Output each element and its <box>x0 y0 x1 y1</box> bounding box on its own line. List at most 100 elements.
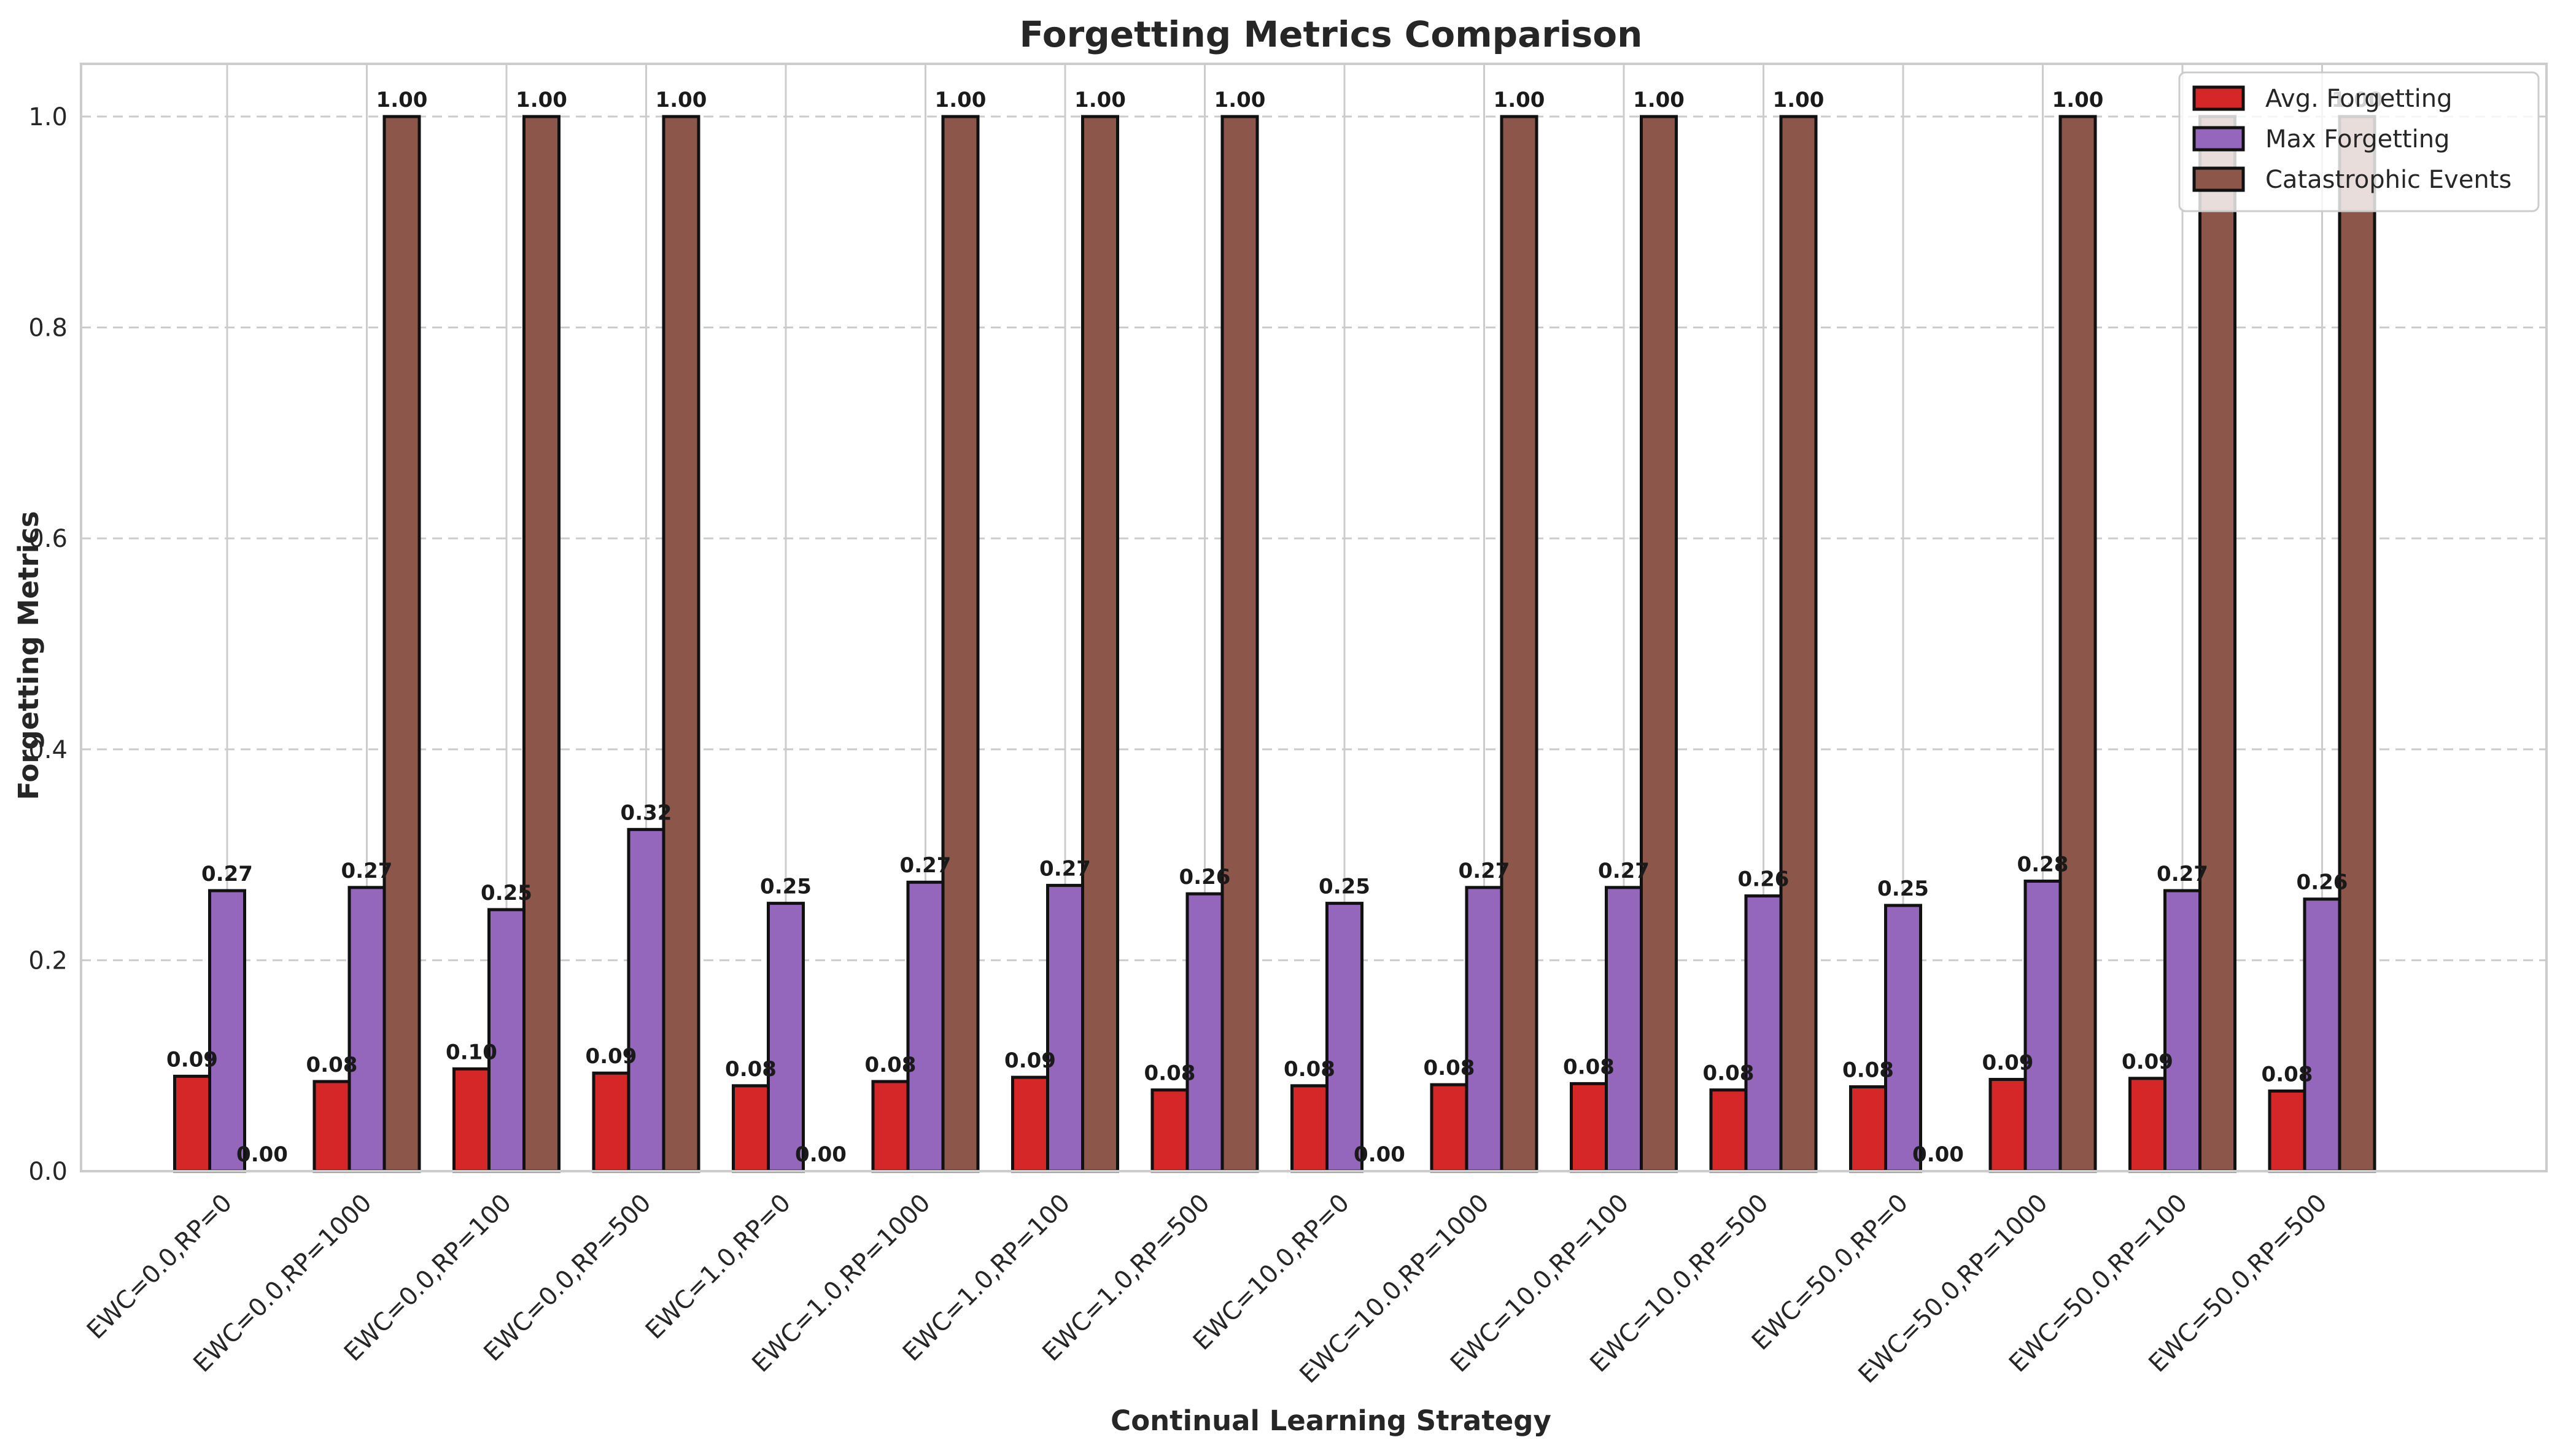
data-label: 0.09 <box>166 1047 218 1072</box>
bar <box>941 115 980 1173</box>
bar <box>732 1084 770 1173</box>
legend-label: Catastrophic Events <box>2265 166 2512 194</box>
bar <box>522 115 560 1173</box>
bar <box>382 115 421 1173</box>
data-label: 0.26 <box>1738 867 1790 892</box>
data-label: 0.28 <box>2017 853 2069 877</box>
bar <box>1988 1078 2027 1173</box>
y-tick-label: 0.6 <box>28 525 68 553</box>
data-label: 0.25 <box>1319 875 1370 899</box>
data-label: 0.00 <box>795 1142 847 1167</box>
data-label: 0.08 <box>1284 1057 1335 1082</box>
data-label: 0.08 <box>306 1053 358 1077</box>
bar <box>1779 115 1818 1173</box>
data-label: 0.27 <box>341 859 393 883</box>
bar <box>2023 880 2062 1173</box>
bar <box>1081 115 1119 1173</box>
legend-box <box>2178 71 2540 212</box>
data-label: 1.00 <box>1633 88 1685 112</box>
bar <box>1640 115 1678 1173</box>
bar <box>208 889 246 1173</box>
data-label: 1.00 <box>1494 88 1545 112</box>
data-label: 0.27 <box>900 853 952 878</box>
bar <box>871 1080 910 1173</box>
legend-label: Avg. Forgetting <box>2265 85 2453 113</box>
bar <box>1465 886 1503 1173</box>
data-label: 0.10 <box>446 1040 497 1064</box>
data-label: 0.25 <box>1877 877 1929 901</box>
bar <box>1884 904 1922 1173</box>
y-tick-label: 0.0 <box>28 1158 68 1186</box>
data-label: 0.08 <box>865 1053 917 1077</box>
data-label: 0.25 <box>481 881 532 905</box>
bars-layer <box>173 115 2376 1173</box>
bar <box>1290 1084 1328 1173</box>
data-label: 0.27 <box>1459 859 1510 883</box>
data-label: 1.00 <box>935 88 987 112</box>
legend: Avg. Forgetting Max Forgetting Catastrophi… <box>2178 71 2540 212</box>
y-tick-label: 0.8 <box>28 314 68 343</box>
y-tick-label: 0.2 <box>28 947 68 975</box>
bar <box>2058 115 2097 1173</box>
legend-swatch <box>2192 126 2245 152</box>
data-label: 1.00 <box>1214 88 1266 112</box>
data-label: 0.26 <box>1179 865 1231 889</box>
bar <box>662 115 700 1173</box>
bar <box>1220 115 1259 1173</box>
data-label: 0.09 <box>2122 1050 2173 1074</box>
x-axis-label: Continual Learning Strategy <box>1111 1404 1551 1437</box>
bar <box>1500 115 1538 1173</box>
bar <box>592 1071 630 1173</box>
bar <box>1849 1085 1887 1173</box>
y-tick-label: 1.0 <box>28 103 68 131</box>
data-label: 0.08 <box>1703 1061 1755 1086</box>
data-label: 1.00 <box>1074 88 1126 112</box>
bar <box>1325 902 1363 1173</box>
data-label: 0.32 <box>621 800 672 825</box>
bar <box>2163 889 2201 1173</box>
data-label: 0.09 <box>586 1044 637 1069</box>
data-label: 0.00 <box>1354 1142 1405 1167</box>
bar <box>1046 883 1084 1173</box>
data-label: 0.08 <box>1424 1056 1475 1080</box>
data-label: 0.00 <box>1912 1142 1964 1167</box>
bar <box>1011 1075 1049 1173</box>
data-label: 1.00 <box>516 88 567 112</box>
data-label: 0.26 <box>2297 870 2348 895</box>
bar <box>1185 892 1224 1173</box>
bar <box>906 880 945 1173</box>
bar <box>767 902 805 1173</box>
bar <box>1570 1082 1608 1173</box>
bar <box>1605 886 1643 1173</box>
data-label: 0.27 <box>1039 856 1091 881</box>
bar <box>452 1067 491 1173</box>
y-tick-label: 0.4 <box>28 736 68 764</box>
bar <box>1744 894 1783 1173</box>
data-label: 1.00 <box>2052 88 2104 112</box>
data-label: 0.09 <box>1004 1048 1056 1073</box>
bar <box>312 1080 351 1173</box>
y-axis-label: Forgetting Metrics <box>12 511 45 800</box>
plot-frame <box>80 63 2548 1172</box>
data-label: 1.00 <box>1773 88 1825 112</box>
legend-swatch <box>2192 85 2245 111</box>
bar <box>347 886 386 1173</box>
bar <box>2303 897 2341 1173</box>
legend-label: Max Forgetting <box>2265 125 2449 153</box>
data-label: 0.08 <box>1842 1058 1894 1083</box>
data-label: 0.08 <box>2262 1062 2313 1086</box>
bar <box>1430 1083 1468 1173</box>
data-label: 0.08 <box>725 1057 777 1082</box>
bar <box>627 827 665 1173</box>
data-label: 0.00 <box>236 1142 288 1167</box>
data-label: 0.09 <box>1982 1051 2034 1075</box>
legend-swatch <box>2192 166 2245 192</box>
data-label: 1.00 <box>376 88 428 112</box>
bar <box>2268 1089 2306 1173</box>
bar <box>1709 1088 1748 1173</box>
data-label: 0.27 <box>201 862 253 886</box>
data-label: 0.08 <box>1563 1055 1615 1079</box>
data-label: 0.25 <box>760 875 812 899</box>
